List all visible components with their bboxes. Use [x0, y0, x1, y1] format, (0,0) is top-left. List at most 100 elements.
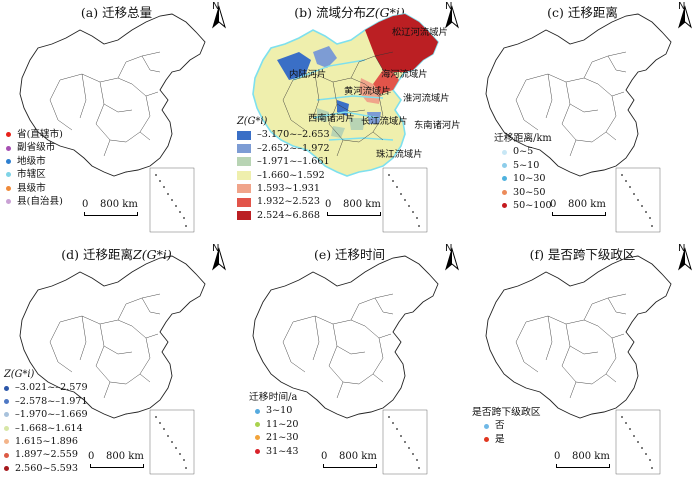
legend-e: 迁移时间/a 3~10 11~20 21~30 31~43: [249, 391, 298, 458]
map-b: [252, 13, 439, 233]
island-dot: [629, 186, 631, 188]
panel-c-title: (c) 迁移距离: [547, 5, 618, 20]
map-c: [485, 13, 672, 233]
south-sea-inset-frame: [615, 409, 661, 475]
basin-cluster-3: [277, 52, 311, 80]
legend-b-item-5: 1.932~2.523: [237, 195, 330, 208]
basin-regions: [277, 14, 438, 141]
legend-d-dot-1: [4, 399, 9, 405]
legend-c-item-1: 5~10: [502, 159, 552, 172]
basin-label-neilu: 内陆河片: [289, 69, 327, 80]
legend-f-dot-0: [484, 423, 489, 429]
legend-d-item-0: –3.021~–2.579: [4, 381, 88, 394]
legend-b-swatch-6: [237, 211, 251, 221]
island-dot: [404, 199, 406, 201]
legend-b-swatch-1: [237, 144, 251, 154]
island-dot: [629, 428, 631, 430]
scale-bar-d: 0 800 km: [88, 451, 158, 468]
legend-d-dot-5: [4, 452, 9, 458]
china-outline-d: [19, 255, 206, 419]
island-dot: [183, 217, 185, 219]
legend-a-dot-4: [6, 185, 11, 191]
legend-c-item-4: 50~100: [502, 199, 552, 212]
legend-a-item-1: 副省级市: [6, 141, 63, 154]
panel-a: (a) 迁移总量 N 省(直辖市) 副省级市 地级市 市辖区 县级市 县(自治县…: [0, 0, 233, 242]
island-dot: [651, 467, 653, 469]
scale-bar-e: 0 800 km: [321, 451, 391, 468]
island-dot: [163, 428, 165, 430]
basin-label-haihe: 海河流域片: [381, 69, 428, 80]
panel-e-title: (e) 迁移时间: [313, 247, 386, 262]
basin-label-huanghe: 黄河流域片: [344, 86, 391, 97]
legend-b-swatch-2: [237, 157, 251, 167]
china-outline-e: [252, 255, 439, 419]
panel-d-title: (d) 迁移距离Z(G*i): [61, 247, 172, 262]
island-dot: [392, 422, 394, 424]
legend-b-item-2: –1.971~–1.661: [237, 155, 330, 168]
north-arrow-e: N: [441, 243, 463, 271]
legend-c: 迁移距离/km 0~5 5~10 10~30 30~50 50~100: [494, 132, 552, 212]
legend-d-dot-3: [4, 425, 9, 431]
south-china-sea-islands-e: [382, 409, 428, 475]
island-dot: [400, 193, 402, 195]
island-dot: [649, 459, 651, 461]
basin-cluster-1: [373, 70, 399, 94]
legend-f-item-1: 是: [484, 433, 541, 446]
island-dot: [412, 453, 414, 455]
basin-label-songliao: 松辽河流域片: [392, 27, 448, 38]
legend-c-dot-0: [502, 149, 507, 155]
map-e: [252, 255, 439, 475]
north-letter-a: N: [212, 1, 220, 12]
basin-label-dongnan: 东南诸河片: [414, 120, 461, 131]
basin-label-huaihe: 淮河流域片: [403, 93, 450, 104]
province-borders-e: [282, 293, 394, 399]
basin-cluster-9: [331, 126, 345, 138]
island-dot: [185, 467, 187, 469]
island-dot: [179, 453, 181, 455]
map-a: [19, 13, 206, 233]
legend-e-item-1: 11~20: [255, 418, 298, 431]
basin-cluster-4: [313, 46, 337, 68]
legend-b-item-6: 2.524~6.868: [237, 209, 330, 222]
legend-d-title: Z(G*i): [4, 369, 35, 380]
map-f: [485, 255, 672, 475]
island-dot: [641, 447, 643, 449]
legend-d-dot-2: [4, 412, 9, 418]
island-dot: [633, 435, 635, 437]
legend-f-item-0: 否: [484, 419, 541, 432]
legend-b-item-4: 1.593~1.931: [237, 182, 330, 195]
basin-label-zhujiang: 珠江流域片: [376, 149, 423, 160]
island-dot: [625, 422, 627, 424]
island-dot: [625, 180, 627, 182]
island-dot: [637, 199, 639, 201]
scale-bar-c: 0 800 km: [550, 199, 620, 216]
legend-d: Z(G*i) –3.021~–2.579 –2.578~–1.971 –1.97…: [4, 368, 88, 475]
legend-c-item-2: 10~30: [502, 172, 552, 185]
island-dot: [155, 416, 157, 418]
legend-f-title: 是否跨下级政区: [472, 407, 541, 418]
island-dot: [418, 225, 420, 227]
legend-a-item-5: 县(自治县): [6, 195, 63, 208]
legend-a-item-3: 市辖区: [6, 168, 63, 181]
island-dot: [416, 459, 418, 461]
legend-e-title: 迁移时间/a: [249, 392, 298, 403]
legend-e-item-3: 31~43: [255, 445, 298, 458]
south-china-sea-islands-d: [149, 409, 195, 475]
island-dot: [183, 459, 185, 461]
legend-c-item-3: 30~50: [502, 186, 552, 199]
panel-c: (c) 迁移距离 N 迁移距离/km 0~5 5~10 10~30 30~50 …: [466, 0, 699, 242]
panel-e: (e) 迁移时间 N 迁移时间/a 3~10 11~20 21~30 31~43…: [233, 242, 466, 484]
south-sea-inset-frame: [615, 167, 661, 233]
legend-c-dot-2: [502, 176, 507, 182]
north-arrow-d: N: [208, 243, 230, 271]
legend-e-item-0: 3~10: [255, 404, 298, 417]
island-dot: [171, 199, 173, 201]
north-arrow-f: N: [674, 243, 696, 271]
island-dot: [167, 193, 169, 195]
legend-c-dot-3: [502, 189, 507, 195]
legend-e-dot-3: [255, 448, 260, 454]
legend-a-item-2: 地级市: [6, 155, 63, 168]
island-dot: [649, 217, 651, 219]
island-dot: [633, 193, 635, 195]
island-dot: [637, 441, 639, 443]
